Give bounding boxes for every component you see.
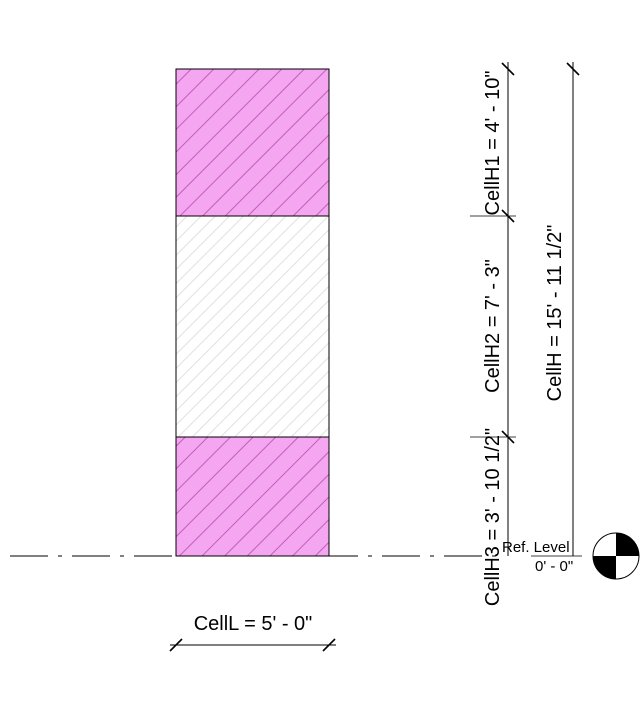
cell-width-dimension: CellL = 5' - 0" [169, 613, 336, 652]
cellh-label[interactable]: CellH = 15' - 11 1/2" [544, 225, 566, 402]
dimension-tick [566, 62, 580, 76]
celll-label[interactable]: CellL = 5' - 0" [194, 613, 313, 635]
bottom-cell[interactable] [175, 436, 330, 557]
cellh2-label[interactable]: CellH2 = 7' - 3" [482, 259, 504, 393]
level-elevation[interactable]: 0' - 0" [535, 558, 573, 575]
level-head-icon[interactable] [592, 532, 640, 580]
curtain-panel [175, 68, 330, 557]
dimension-tick [501, 430, 515, 444]
cellh3-label[interactable]: CellH3 = 3' - 10 1/2" [482, 428, 504, 606]
cellh1-label[interactable]: CellH1 = 4' - 10" [482, 71, 504, 216]
dimension-tick [322, 638, 336, 652]
dimension-tick [501, 62, 515, 76]
dimension-tick [501, 209, 515, 223]
level-head[interactable]: Ref. Level 0' - 0" [502, 532, 640, 580]
overall-height-dimension: CellH = 15' - 11 1/2" [544, 62, 580, 556]
middle-cell[interactable] [175, 215, 330, 438]
dimension-tick [169, 638, 183, 652]
top-cell[interactable] [175, 68, 330, 217]
cell-height-dimension-chain: CellH1 = 4' - 10" CellH2 = 7' - 3" CellH… [470, 62, 516, 606]
level-name[interactable]: Ref. Level [502, 539, 570, 556]
